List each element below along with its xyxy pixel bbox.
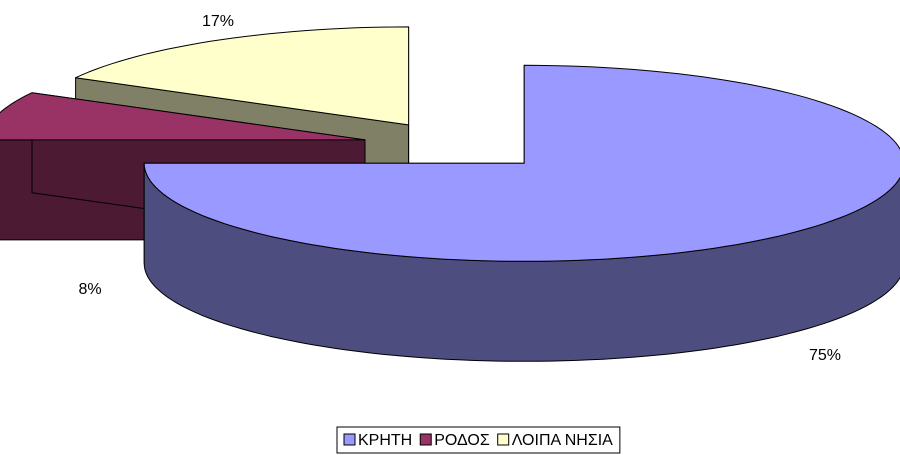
data-label: 17% (202, 13, 234, 30)
slice-top (143, 64, 900, 262)
legend-swatch (497, 433, 510, 446)
slice (143, 64, 900, 362)
legend-label: ΚΡΗΤΗ (358, 432, 412, 449)
data-label: 75% (809, 347, 841, 364)
legend-swatch (343, 433, 356, 446)
legend: ΚΡΗΤΗ ΡΟΔΟΣ ΛΟΙΠΑ ΝΗΣΙΑ (336, 426, 621, 454)
legend-label: ΡΟΔΟΣ (434, 432, 490, 449)
slice-top (0, 92, 366, 141)
data-label: 8% (78, 281, 101, 298)
legend-box (336, 426, 621, 454)
legend-swatch (419, 433, 432, 446)
slice-top (75, 26, 410, 126)
legend-label: ΛΟΙΠΑ ΝΗΣΙΑ (512, 432, 613, 449)
